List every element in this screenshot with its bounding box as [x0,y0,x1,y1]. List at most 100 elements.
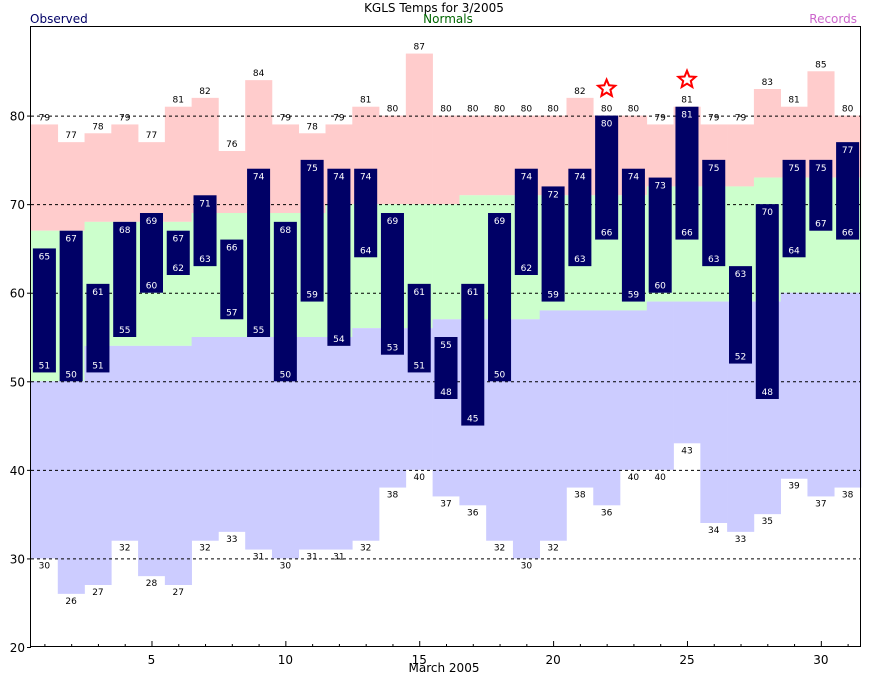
x-tick-label: 25 [679,653,694,667]
record-high-label: 80 [440,105,452,115]
observed-high-label: 74 [574,173,586,183]
observed-low-label: 48 [762,388,774,398]
observed-low-label: 51 [413,361,424,371]
record-low-band [352,328,380,541]
record-low-band [566,310,594,488]
observed-low-label: 45 [467,415,478,425]
observed-bar [568,168,592,267]
record-high-label: 77 [146,131,157,141]
observed-bar [675,106,699,240]
record-low-label: 32 [547,544,558,554]
record-high-band [111,124,139,222]
observed-high-label: 66 [226,244,238,254]
observed-high-label: 61 [413,288,424,298]
record-high-band [191,97,219,213]
observed-bar [407,283,431,373]
record-high-band [432,115,460,205]
record-high-label: 81 [360,96,371,106]
record-high-band [379,115,407,205]
observed-bar [193,195,217,267]
observed-high-label: 63 [735,270,746,280]
observed-bar [380,213,404,355]
record-high-label: 81 [681,96,692,106]
record-low-label: 34 [708,526,720,536]
observed-low-label: 62 [521,264,532,274]
record-low-band [780,292,808,479]
record-high-label: 80 [601,105,613,115]
observed-high-label: 73 [654,182,665,192]
record-high-band [57,142,85,231]
record-low-band [84,345,112,585]
axes: 20 30 40 50 60 70 80 5 10 15 20 25 30 [10,110,849,667]
legend-records: Records [809,12,857,26]
record-low-label: 37 [440,499,451,509]
observed-high-label: 74 [253,173,265,183]
record-high-band [31,124,59,231]
record-high-band [459,115,487,196]
record-high-label: 80 [842,105,854,115]
record-high-label: 80 [387,105,399,115]
record-low-band [593,310,621,506]
record-star-icon [595,76,618,99]
record-low-band [111,345,139,541]
observed-bar [488,213,512,382]
record-low-label: 39 [788,482,800,492]
observed-bar [220,239,244,320]
observed-bar [702,159,726,267]
chart-title: KGLS Temps for 3/2005 [364,1,504,15]
observed-low-label: 63 [708,255,719,265]
record-low-band [673,301,701,444]
observed-low-label: 51 [39,361,50,371]
y-tick-label: 50 [10,375,25,389]
observed-bar [782,159,806,258]
observed-low-label: 48 [440,388,452,398]
record-high-band [539,115,567,196]
record-high-label: 78 [306,122,318,132]
record-high-label: 84 [253,69,265,79]
observed-low-label: 55 [119,326,130,336]
record-low-band [646,301,674,470]
observed-low-label: 59 [547,291,559,301]
record-low-label: 32 [360,544,371,554]
record-low-label: 36 [467,508,479,518]
observed-low-label: 63 [574,255,585,265]
observed-low-label: 60 [654,282,666,292]
observed-high-label: 69 [387,217,399,227]
record-low-label: 33 [735,535,746,545]
legend-normals: Normals [423,12,473,26]
observed-low-label: 57 [226,308,237,318]
observed-bar [59,230,83,382]
record-high-label: 80 [494,105,506,115]
observed-bar [461,283,485,426]
record-high-band [405,53,433,205]
observed-high-label: 55 [440,341,451,351]
record-high-band [727,124,755,187]
observed-high-label: 77 [842,146,853,156]
record-markers [595,68,698,99]
observed-bar [139,213,163,293]
observed-high-label: 71 [199,199,210,209]
x-tick-label: 10 [278,653,293,667]
observed-bar [166,230,190,275]
record-high-label: 80 [467,105,479,115]
observed-bar [273,221,297,382]
observed-bar [809,159,833,231]
record-high-band [218,151,246,213]
observed-bar [541,186,565,302]
record-low-band [138,345,166,577]
record-high-label: 78 [92,122,104,132]
observed-high-label: 74 [628,173,640,183]
record-low-label: 32 [494,544,505,554]
data-labels: 65 51 79 30 67 50 77 26 61 51 78 27 68 55 79 32 69 60 77 28… [39,43,854,607]
record-high-label: 85 [815,60,826,70]
record-low-label: 32 [199,544,210,554]
record-high-band [486,115,514,196]
observed-low-label: 59 [306,291,318,301]
observed-low-label: 64 [788,246,800,256]
observed-high-label: 61 [467,288,478,298]
record-star-icon [675,68,698,90]
record-high-label: 87 [413,43,424,53]
record-high-label: 83 [762,78,773,88]
